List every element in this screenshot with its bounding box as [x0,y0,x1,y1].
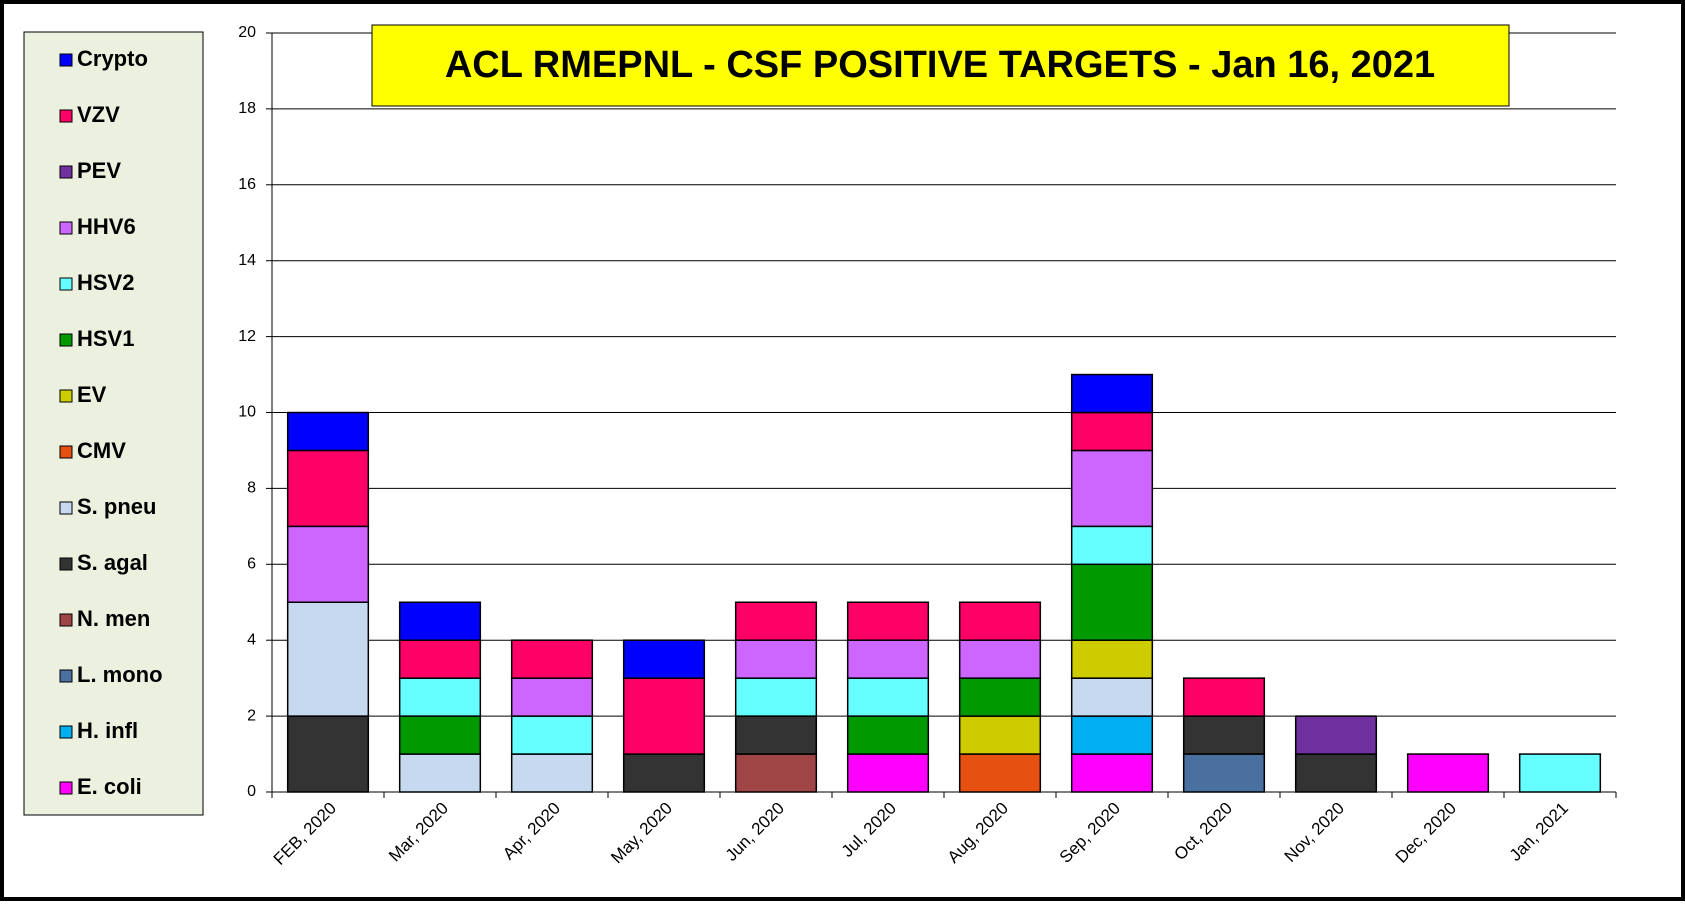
legend-swatch [59,221,73,235]
legend-label: N. men [77,606,150,631]
bar-segment [1182,677,1266,717]
bar-segment [958,639,1042,679]
legend-label: EV [77,382,107,407]
bar-segment [958,715,1042,755]
y-tick-label: 8 [247,480,256,497]
bar-segment [1182,753,1266,793]
bar-segment [958,753,1042,793]
legend-swatch [59,781,73,795]
bar-segment [286,525,370,603]
bar-segment [734,601,818,641]
bar-segment [846,753,930,793]
bar-segment [286,601,370,717]
bar-segment [1182,715,1266,755]
legend-label: HHV6 [77,214,136,239]
y-tick-label: 20 [238,24,256,41]
bar-segment [398,677,482,717]
bar-segment [622,677,706,755]
bar-segment [398,639,482,679]
bar-segment [846,715,930,755]
bar-segment [1070,525,1154,566]
bar-segment [510,639,594,679]
y-tick-label: 10 [238,404,256,421]
legend-label: VZV [77,102,120,127]
bar-segment [1070,449,1154,528]
bar-segment [286,715,370,793]
legend-label: S. pneu [77,494,156,519]
legend-swatch [59,557,73,571]
legend-swatch [59,109,73,123]
y-tick-label: 12 [238,328,256,345]
legend-swatch [59,725,73,739]
bar-segment [1070,715,1154,755]
y-tick-label: 14 [238,252,256,269]
legend-swatch [59,165,73,179]
bar-segment [958,677,1042,717]
bar-segment [1070,373,1154,414]
title-box [371,24,1510,107]
y-tick-label: 6 [247,556,256,573]
legend-label: S. agal [77,550,148,575]
bar-segment [286,411,370,452]
legend-label: E. coli [77,774,142,799]
legend-swatch [59,277,73,291]
bar-segment [622,753,706,793]
legend-label: L. mono [77,662,163,687]
bar-segment [1294,753,1378,793]
bar-segment [1294,715,1378,755]
bar-segment [622,639,706,679]
bar-segment [1070,563,1154,641]
legend-label: H. infl [77,718,138,743]
bar-segment [510,715,594,755]
legend-swatch [59,669,73,683]
legend-label: PEV [77,158,121,183]
bar-segment [958,601,1042,641]
bar-segment [398,715,482,755]
legend-label: CMV [77,438,126,463]
legend-box [23,31,204,816]
bar-segment [734,639,818,679]
bar-segment [734,677,818,717]
y-tick-label: 0 [247,783,256,800]
bar-segment [398,601,482,641]
legend-swatch [59,613,73,627]
legend-label: HSV2 [77,270,134,295]
bar-segment [846,639,930,679]
bar-segment [1406,753,1490,793]
bar-segment [1070,639,1154,679]
bar-segment [734,715,818,755]
legend-label: Crypto [77,46,148,71]
bar-segment [734,753,818,793]
chart-title: ACL RMEPNL - CSF POSITIVE TARGETS - Jan … [445,44,1435,86]
bar-segment [510,753,594,793]
legend-swatch [59,53,73,67]
legend-swatch [59,445,73,459]
bar-segment [398,753,482,793]
legend-label: HSV1 [77,326,134,351]
bar-segment [1070,677,1154,717]
bar-segment [846,601,930,641]
bar-segment [1518,753,1602,793]
legend-swatch [59,389,73,403]
bar-segment [846,677,930,717]
bar-segment [1070,411,1154,452]
y-tick-label: 16 [238,176,256,193]
legend-swatch [59,501,73,515]
y-tick-label: 4 [247,631,256,648]
bar-segment [286,449,370,528]
bar-segment [1070,753,1154,793]
y-tick-label: 2 [247,707,256,724]
bar-segment [510,677,594,717]
y-tick-label: 18 [238,100,256,117]
legend-swatch [59,333,73,347]
